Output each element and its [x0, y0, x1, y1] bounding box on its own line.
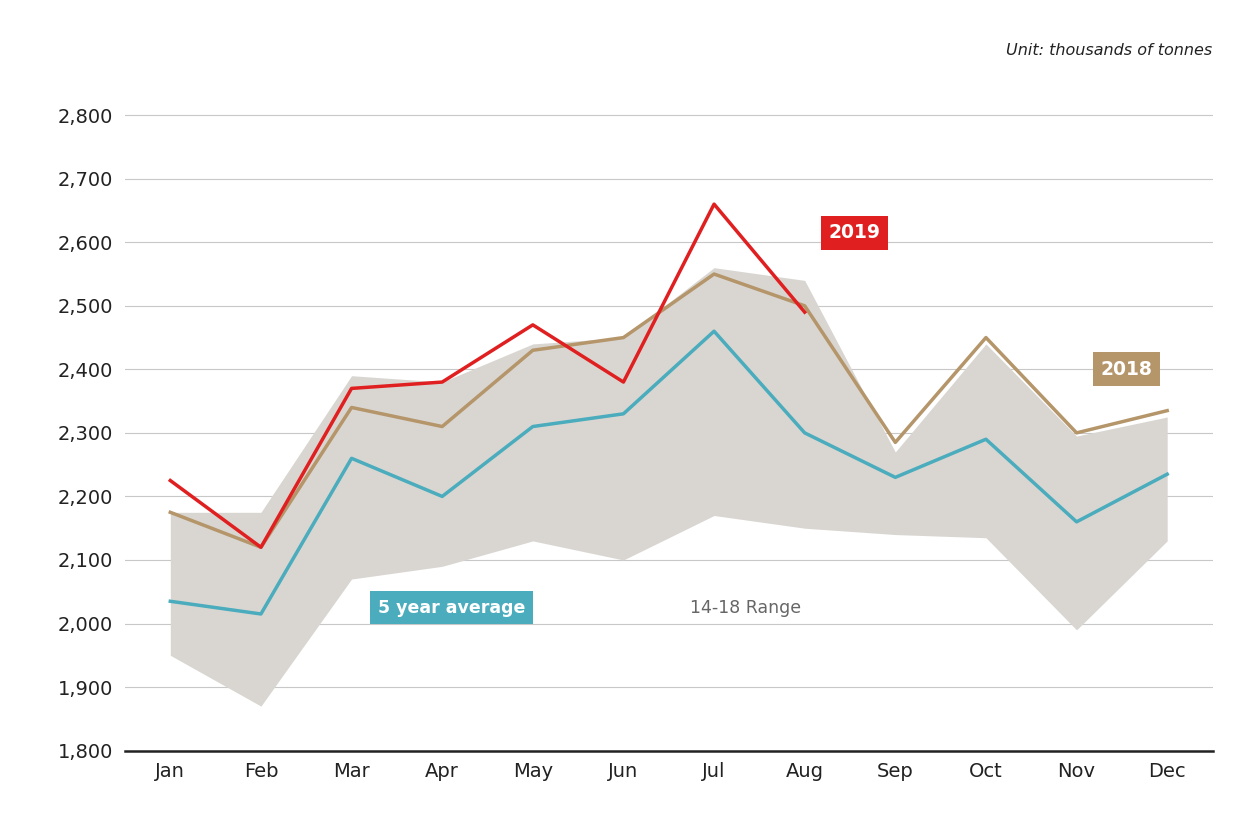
Text: 2019: 2019 [829, 224, 880, 242]
Text: 2018: 2018 [1100, 359, 1152, 379]
Text: Unit: thousands of tonnes: Unit: thousands of tonnes [1006, 43, 1212, 58]
Text: 14-18 Range: 14-18 Range [690, 599, 801, 616]
Text: 5 year average: 5 year average [378, 599, 525, 616]
